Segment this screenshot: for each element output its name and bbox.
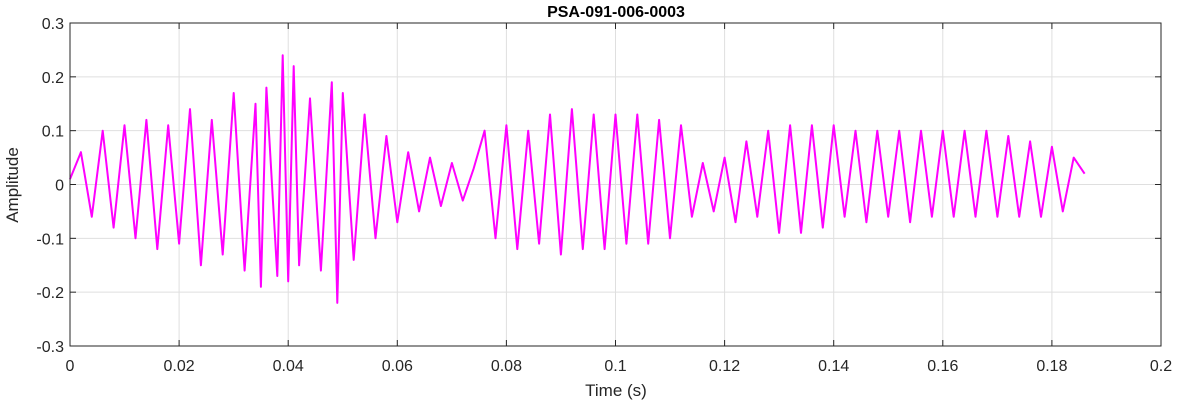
y-tick-label: -0.3 [36, 339, 64, 356]
x-tick-label: 0.04 [273, 358, 304, 375]
y-tick-label: 0.3 [42, 16, 64, 33]
x-tick-labels: 0 0.02 0.04 0.06 0.08 0.1 0.12 0.14 0.16 0.18 0.2 [66, 358, 1173, 375]
x-tick-label: 0.12 [709, 358, 740, 375]
plot-area [69, 54, 1086, 304]
y-tick-label: 0.2 [42, 70, 64, 87]
x-tick-label: 0.16 [927, 358, 958, 375]
x-tick-label: 0.14 [818, 358, 849, 375]
axis-ticks [69, 22, 1162, 347]
x-axis-label: Time (s) [585, 381, 647, 400]
series-line [69, 54, 1086, 304]
x-tick-label: 0.2 [1150, 358, 1172, 375]
y-tick-label: -0.2 [36, 285, 64, 302]
y-tick-labels: -0.3 -0.2 -0.1 0 0.1 0.2 0.3 [36, 16, 64, 356]
x-tick-label: 0.02 [164, 358, 195, 375]
y-tick-label: 0.1 [42, 124, 64, 141]
grid-lines [69, 22, 1162, 347]
x-tick-label: 0.18 [1036, 358, 1067, 375]
y-tick-label: -0.1 [36, 231, 64, 248]
chart-title: PSA-091-006-0003 [547, 4, 685, 21]
y-tick-label: 0 [55, 178, 64, 195]
x-tick-label: 0.1 [604, 358, 626, 375]
y-axis-label: Amplitude [3, 147, 22, 223]
x-tick-label: 0.08 [491, 358, 522, 375]
x-tick-label: 0.06 [382, 358, 413, 375]
x-tick-label: 0 [66, 358, 75, 375]
